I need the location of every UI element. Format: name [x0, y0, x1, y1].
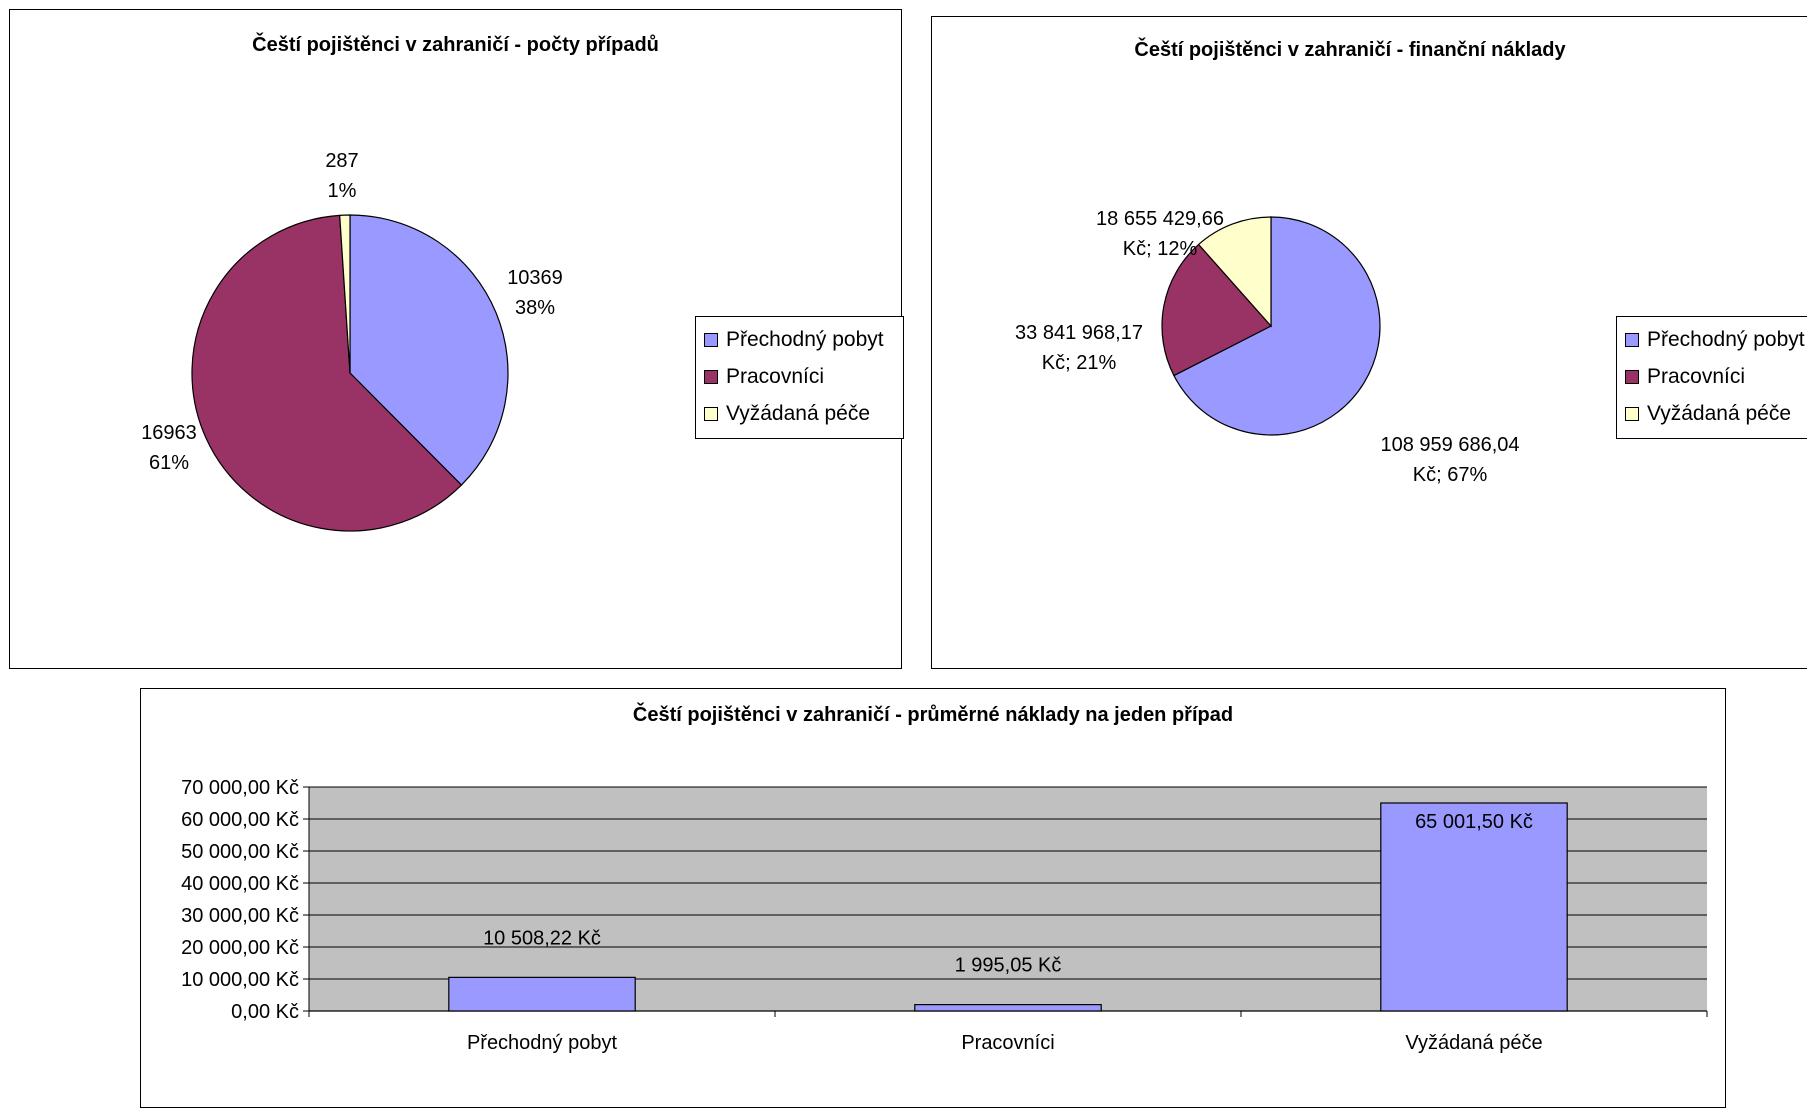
chart-panel-costs: Čeští pojištěnci v zahraničí - finanční …	[931, 16, 1807, 669]
legend-item: Přechodný pobyt	[1625, 321, 1807, 358]
legend-swatch-vyzadana	[704, 406, 718, 421]
y-tick-label: 40 000,00 Kč	[181, 873, 299, 895]
legend-swatch-pracovnici	[704, 369, 718, 384]
legend: Přechodný pobyt Pracovníci Vyžádaná péče	[1616, 316, 1807, 439]
legend: Přechodný pobyt Pracovníci Vyžádaná péče	[695, 316, 904, 439]
chart-title: Čeští pojištěnci v zahraničí - počty pří…	[252, 34, 659, 56]
pie-slice	[1161, 243, 1272, 377]
pie-data-label: 108 959 686,04	[1380, 434, 1519, 456]
y-tick-label: 70 000,00 Kč	[181, 777, 299, 799]
pie-slice	[339, 214, 351, 374]
y-tick-label: 30 000,00 Kč	[181, 905, 299, 927]
x-tick-label: Přechodný pobyt	[467, 1032, 618, 1054]
bar-data-label: 1 995,05 Kč	[955, 955, 1062, 977]
legend-item: Vyžádaná péče	[1625, 395, 1807, 432]
legend-swatch-pracovnici	[1625, 369, 1639, 384]
legend-item: Přechodný pobyt	[704, 321, 895, 358]
bar-data-label: 65 001,50 Kč	[1415, 811, 1533, 833]
chart-panel-average-costs: Čeští pojištěnci v zahraničí - průměrné …	[140, 688, 1726, 1108]
chart-title: Čeští pojištěnci v zahraničí - finanční …	[1134, 39, 1566, 61]
legend-label: Přechodný pobyt	[1647, 328, 1805, 351]
pie-chart-cases: 10369 38% 16963 61% 287 1%	[141, 150, 563, 532]
bar	[914, 1004, 1102, 1012]
bar-chart-average-costs: 0,00 Kč 10 000,00 Kč 20 000,00 Kč 30 000,00…	[181, 777, 1708, 1054]
y-tick-label: 20 000,00 Kč	[181, 937, 299, 959]
pie-slice	[1197, 216, 1272, 328]
y-tick-label: 0,00 Kč	[231, 1001, 299, 1023]
chart-title: Čeští pojištěnci v zahraničí - průměrné …	[632, 704, 1234, 726]
pie-data-label: 10369	[507, 267, 563, 289]
bar	[448, 976, 636, 1012]
legend-swatch-vyzadana	[1625, 406, 1639, 421]
pie-slice	[349, 214, 509, 486]
pie-data-label: 1%	[328, 180, 357, 202]
pie-data-label: 16963	[141, 422, 197, 444]
pie-data-label: Kč; 12%	[1123, 238, 1198, 260]
chart-panel-cases: Čeští pojištěnci v zahraničí - počty pří…	[9, 9, 904, 669]
pie-data-label: 38%	[515, 297, 555, 319]
bar	[1380, 802, 1568, 1012]
legend-label: Pracovníci	[726, 365, 825, 388]
y-tick-label: 50 000,00 Kč	[181, 841, 299, 863]
pie-data-label: 61%	[149, 452, 189, 474]
legend-item: Pracovníci	[704, 358, 895, 395]
x-tick-label: Pracovníci	[961, 1032, 1054, 1054]
legend-label: Pracovníci	[1647, 365, 1746, 388]
legend-label: Přechodný pobyt	[726, 328, 884, 351]
pie-data-label: Kč; 67%	[1413, 464, 1488, 486]
x-tick-label: Vyžádaná péče	[1405, 1032, 1542, 1054]
legend-label: Vyžádaná péče	[726, 402, 870, 425]
legend-item: Vyžádaná péče	[704, 395, 895, 432]
legend-item: Pracovníci	[1625, 358, 1807, 395]
pie-data-label: Kč; 21%	[1042, 352, 1117, 374]
pie-slice	[1173, 216, 1381, 436]
pie-data-label: 18 655 429,66	[1096, 208, 1224, 230]
legend-swatch-prechodny	[1625, 332, 1639, 347]
bar-data-label: 10 508,22 Kč	[483, 927, 601, 949]
y-tick-label: 60 000,00 Kč	[181, 809, 299, 831]
pie-chart-costs: 108 959 686,04 Kč; 67% 33 841 968,17 Kč; 21…	[1015, 208, 1519, 486]
pie-data-label: 287	[325, 150, 358, 172]
pie-data-label: 33 841 968,17	[1015, 322, 1143, 344]
pie-slice	[191, 214, 463, 532]
y-tick-label: 10 000,00 Kč	[181, 969, 299, 991]
legend-label: Vyžádaná péče	[1647, 402, 1791, 425]
legend-swatch-prechodny	[704, 332, 718, 347]
